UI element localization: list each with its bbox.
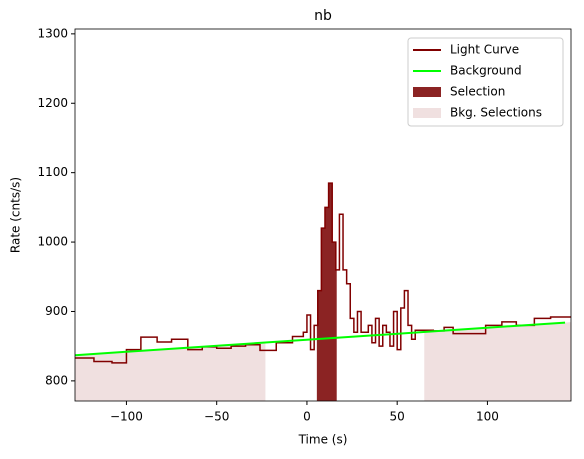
- y-tick-label: 1300: [37, 26, 68, 40]
- x-tick-label: 50: [390, 410, 405, 424]
- plot-frame: [74, 28, 572, 402]
- legend-label: Background: [450, 64, 522, 78]
- x-axis-label: Time (s): [298, 433, 348, 447]
- legend-swatch: [413, 87, 441, 97]
- chart-title: nb: [314, 8, 332, 24]
- bkg-selection: [424, 322, 571, 401]
- background-line: [75, 321, 566, 357]
- x-tick-label: 0: [303, 410, 311, 424]
- legend-label: Bkg. Selections: [450, 106, 542, 120]
- bkg-selection: [75, 342, 266, 401]
- x-tick-label: 100: [476, 410, 499, 424]
- light-curve: [75, 182, 571, 364]
- x-tick-label: −100: [110, 410, 143, 424]
- y-tick-label: 1200: [37, 96, 68, 110]
- legend-label: Light Curve: [450, 43, 519, 57]
- y-tick-label: 1000: [37, 235, 68, 249]
- y-tick-label: 800: [45, 373, 68, 387]
- legend-swatch: [413, 108, 441, 118]
- y-axis-label: Rate (cnts/s): [9, 177, 23, 253]
- selection: [316, 183, 337, 401]
- y-tick-label: 900: [45, 304, 68, 318]
- y-tick-label: 1100: [37, 165, 68, 179]
- legend-label: Selection: [450, 85, 505, 99]
- legend-box: [407, 37, 564, 127]
- x-tick-label: −50: [204, 410, 229, 424]
